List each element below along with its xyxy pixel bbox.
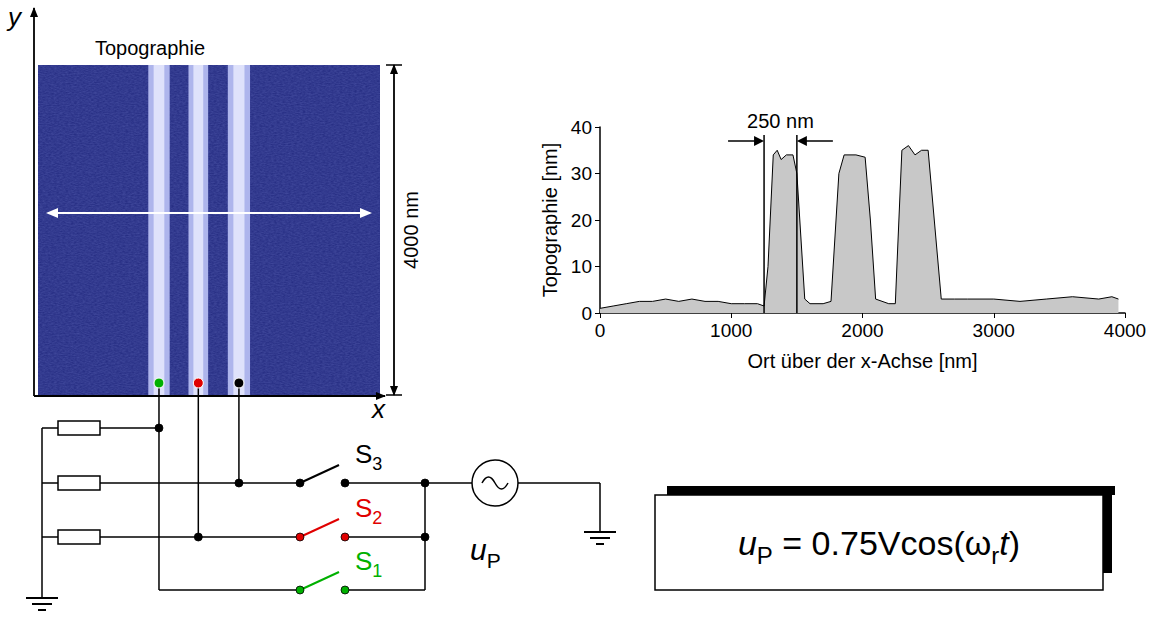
svg-text:uP = 0.75Vcos(ωrt): uP = 0.75Vcos(ωrt): [738, 524, 1020, 569]
svg-text:Topographie: Topographie: [95, 37, 205, 59]
svg-text:0: 0: [581, 303, 592, 324]
svg-text:Topographie [nm]: Topographie [nm]: [539, 143, 561, 298]
svg-text:2000: 2000: [841, 320, 883, 341]
svg-text:x: x: [370, 394, 386, 424]
svg-text:S2: S2: [355, 493, 382, 528]
svg-text:250 nm: 250 nm: [747, 110, 814, 132]
svg-text:4000 nm: 4000 nm: [400, 191, 422, 269]
svg-text:30: 30: [571, 163, 592, 184]
svg-text:S1: S1: [355, 546, 382, 581]
svg-text:S3: S3: [355, 439, 382, 474]
svg-text:0: 0: [595, 320, 606, 341]
svg-text:10: 10: [571, 256, 592, 277]
svg-text:Ort über der x-Achse [nm]: Ort über der x-Achse [nm]: [747, 350, 977, 372]
svg-text:40: 40: [571, 117, 592, 138]
svg-text:4000: 4000: [1104, 320, 1146, 341]
svg-text:3000: 3000: [973, 320, 1015, 341]
svg-text:y: y: [6, 2, 23, 32]
svg-text:20: 20: [571, 210, 592, 231]
svg-text:1000: 1000: [710, 320, 752, 341]
svg-text:uP: uP: [470, 533, 501, 572]
